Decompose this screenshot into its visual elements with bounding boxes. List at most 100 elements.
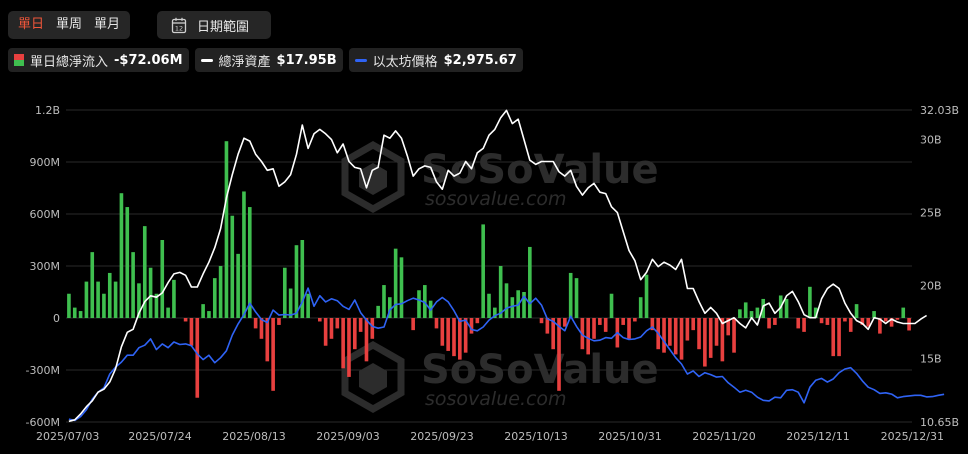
y-left-tick-label: 1.2B [35, 104, 60, 117]
flow-bar [463, 318, 468, 353]
flow-bar [603, 318, 608, 332]
flow-bar [352, 318, 357, 350]
flow-bar [189, 318, 194, 346]
x-tick-label: 2025/07/24 [128, 430, 191, 443]
flow-bar [72, 307, 77, 318]
flow-bar [796, 318, 801, 329]
y-right-tick-label: 30B [920, 134, 942, 147]
flow-bar [458, 318, 462, 360]
x-tick-label: 2025/08/13 [222, 430, 285, 443]
flow-bar [726, 318, 731, 336]
flow-bar [720, 318, 725, 362]
flow-bar [743, 302, 748, 318]
flow-bar [107, 272, 112, 318]
flow-bar [119, 193, 124, 318]
white-line-swatch-icon [200, 58, 213, 62]
flow-bar [878, 318, 882, 334]
flow-bar [271, 318, 275, 391]
flow-bar [417, 290, 421, 318]
flow-bar [732, 318, 736, 353]
flow-bar [825, 318, 830, 325]
flow-bar [218, 266, 223, 318]
flow-bar [837, 318, 841, 357]
flow-bar [691, 318, 696, 331]
x-tick-label: 2025/10/31 [598, 430, 661, 443]
flow-bar [376, 305, 380, 318]
flow-bar [242, 191, 246, 318]
legend-assets-value: $17.95B [276, 52, 337, 68]
flow-bar [633, 318, 637, 322]
date-range-label: 日期範圍 [197, 19, 250, 35]
legend-assets-label: 總淨資產 [218, 54, 271, 70]
eth-price-line [68, 287, 945, 422]
period-day-tab[interactable]: 單日 [18, 17, 45, 32]
net-assets-line [68, 109, 928, 423]
flow-bar [259, 318, 264, 339]
y-left-tick-label: -600M [26, 416, 60, 429]
flow-bar [901, 307, 906, 318]
flow-bar [872, 311, 876, 318]
flow-bar [557, 318, 561, 391]
period-week-tab[interactable]: 單周 [56, 17, 83, 32]
flow-bar [183, 318, 188, 322]
flow-bar [382, 285, 386, 318]
flow-bar [889, 318, 894, 327]
flow-bar [172, 279, 176, 318]
flow-bar [446, 318, 450, 351]
flow-bar [673, 318, 678, 355]
flow-bar [230, 215, 235, 318]
flow-bar [662, 318, 666, 353]
flow-bar [551, 318, 555, 350]
flow-bar [697, 318, 701, 350]
flow-bar [423, 285, 427, 318]
y-left-tick-label: -300M [26, 364, 60, 377]
flow-bar [142, 226, 147, 318]
flow-bar [831, 318, 836, 357]
flow-bar [125, 207, 130, 318]
flow-bar [212, 278, 217, 318]
flow-bar [300, 240, 305, 318]
flow-bar [195, 318, 200, 398]
flow-bar [773, 318, 777, 325]
legend-flow-label: 單日總淨流入 [30, 54, 109, 70]
blue-line-swatch-icon [354, 58, 367, 62]
flow-bar [317, 318, 322, 322]
flow-bar [802, 318, 806, 332]
flow-bar [539, 318, 544, 324]
legend-assets[interactable]: 總淨資產 $17.95B [194, 48, 343, 72]
legend-flow[interactable]: 單日總淨流入 -$72.06M [8, 48, 189, 72]
flow-bar [341, 318, 345, 369]
axes: -600M -300M 0 300M 600M 900M 1.2B 10.65B 15B 20B 2… [26, 104, 960, 443]
watermark-bottom: SoSoValue sosovalue.com [341, 340, 659, 414]
watermark-brand: SoSoValue [421, 347, 659, 393]
flow-bar [598, 318, 602, 325]
legend-flow-value: -$72.06M [114, 52, 183, 68]
date-range-button[interactable]: 12 日期範圍 [157, 11, 271, 39]
flow-bar [528, 246, 532, 318]
flow-bar [452, 318, 456, 357]
legend-eth-label: 以太坊價格 [372, 54, 438, 70]
y-right-tick-label: 15B [920, 353, 942, 366]
flow-bar [860, 318, 865, 325]
flow-bar [207, 311, 211, 318]
flow-bar [574, 278, 579, 318]
flow-bar [813, 307, 818, 318]
flow-bar [580, 318, 585, 350]
flow-bar [440, 318, 445, 346]
flow-bar [388, 297, 392, 318]
flow-bar [364, 318, 369, 362]
flow-bar [668, 318, 672, 346]
lines [68, 109, 945, 423]
y-left-tick-label: 900M [30, 156, 61, 169]
flow-bar [545, 318, 550, 334]
flow-bar [679, 318, 684, 360]
legend-eth[interactable]: 以太坊價格 $2,975.67 [348, 48, 523, 72]
calendar-day-number: 12 [175, 24, 183, 32]
flow-bar [370, 318, 375, 339]
flow-bar [475, 318, 480, 324]
flow-bar [236, 253, 240, 318]
y-right-tick-label: 20B [920, 280, 942, 293]
period-month-tab[interactable]: 單月 [94, 17, 121, 32]
flow-bar [323, 318, 328, 346]
